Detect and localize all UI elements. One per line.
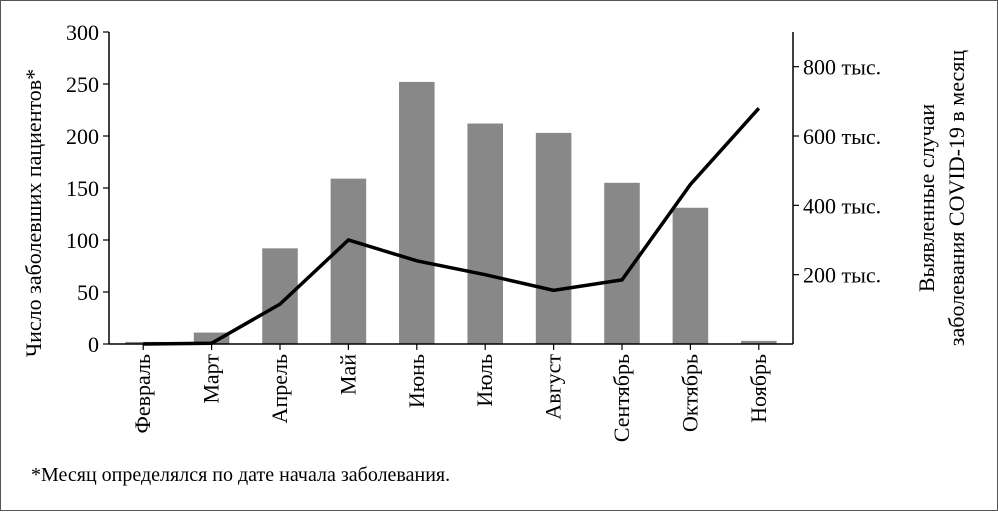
x-tick-label-5: Июнь — [404, 354, 429, 408]
y2-tick-label-800: 800 тыс. — [803, 55, 881, 80]
x-tick-label-7: Август — [541, 354, 566, 420]
x-tick-label-8: Сентябрь — [609, 354, 634, 442]
bar-5 — [399, 81, 435, 345]
bar-9 — [672, 207, 709, 344]
y-tick-label-150: 150 — [66, 176, 99, 201]
y-tick-label-300: 300 — [66, 20, 99, 45]
y2-axis-title-line-1: Выявленные случаи — [914, 104, 939, 293]
y-axis-title: Число заболевших пациентов* — [21, 69, 46, 357]
bar-10 — [741, 340, 777, 344]
bar-7 — [535, 132, 572, 344]
y2-tick-label-600: 600 тыс. — [803, 124, 881, 149]
y-tick-label-0: 0 — [88, 332, 99, 357]
y-tick-label-200: 200 — [66, 124, 99, 149]
x-tick-label-2: Март — [199, 354, 224, 404]
y2-axis-title-line-2: заболевания COVID-19 в месяц — [944, 50, 969, 347]
x-tick-label-10: Ноябрь — [746, 354, 771, 423]
y-tick-label-100: 100 — [66, 228, 99, 253]
bar-6 — [467, 123, 503, 345]
x-tick-label-3: Апрель — [267, 354, 292, 423]
x-tick-label-4: Май — [335, 354, 360, 395]
bar-2 — [193, 332, 230, 344]
y2-tick-label-400: 400 тыс. — [803, 193, 881, 218]
y-tick-label-250: 250 — [66, 72, 99, 97]
bar-3 — [262, 248, 298, 344]
x-tick-label-9: Октябрь — [677, 354, 702, 432]
bar-4 — [330, 178, 367, 344]
x-tick-label-1: Февраль — [130, 354, 155, 434]
y-tick-label-50: 50 — [77, 280, 99, 305]
x-tick-label-6: Июль — [472, 354, 497, 407]
cases-line — [143, 107, 761, 346]
y2-tick-label-200: 200 тыс. — [803, 263, 881, 288]
footnote: *Месяц определялся по дате начала заболе… — [31, 464, 451, 486]
